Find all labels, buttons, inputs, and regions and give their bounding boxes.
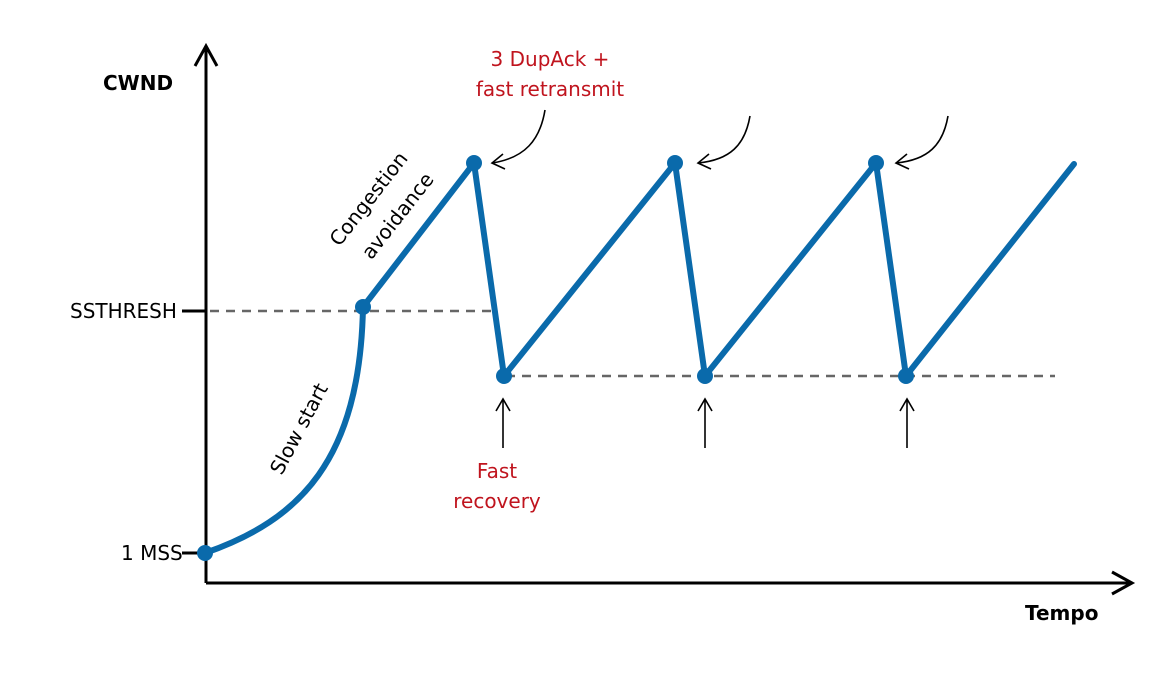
- point-ssthresh: [355, 299, 371, 315]
- fast-recovery-label-1: Fast: [477, 459, 517, 483]
- dupack-arrow-1: [491, 109, 546, 164]
- one-mss-label: 1 MSS: [121, 541, 183, 565]
- point-trough-2: [697, 368, 713, 384]
- recovery-arrowhead-2: [697, 397, 713, 412]
- point-1mss: [197, 545, 213, 561]
- ssthresh-label: SSTHRESH: [70, 299, 177, 323]
- y-axis-arrow: [193, 42, 219, 67]
- point-peak-3: [868, 155, 884, 171]
- dupack-label-1: 3 DupAck +: [491, 47, 610, 71]
- point-peak-2: [667, 155, 683, 171]
- recovery-arrowhead-3: [899, 397, 915, 412]
- recovery-arrowhead-1: [495, 397, 511, 412]
- x-axis-label: Tempo: [1025, 601, 1098, 625]
- point-trough-3: [898, 368, 914, 384]
- slow-start-curve: [202, 304, 366, 556]
- dupack-label-2: fast retransmit: [476, 77, 624, 101]
- cwnd-sawtooth-line: [360, 160, 1077, 379]
- dupack-arrowhead-3: [894, 153, 910, 170]
- dupack-arrow-3: [895, 115, 949, 164]
- x-axis-arrow: [1111, 570, 1136, 596]
- fast-recovery-label-2: recovery: [453, 489, 541, 513]
- point-trough-1: [496, 368, 512, 384]
- y-axis-label: CWND: [103, 71, 173, 95]
- dupack-arrowhead-1: [490, 153, 506, 170]
- dupack-arrowhead-2: [696, 153, 712, 170]
- point-peak-1: [466, 155, 482, 171]
- dupack-arrow-2: [697, 115, 751, 164]
